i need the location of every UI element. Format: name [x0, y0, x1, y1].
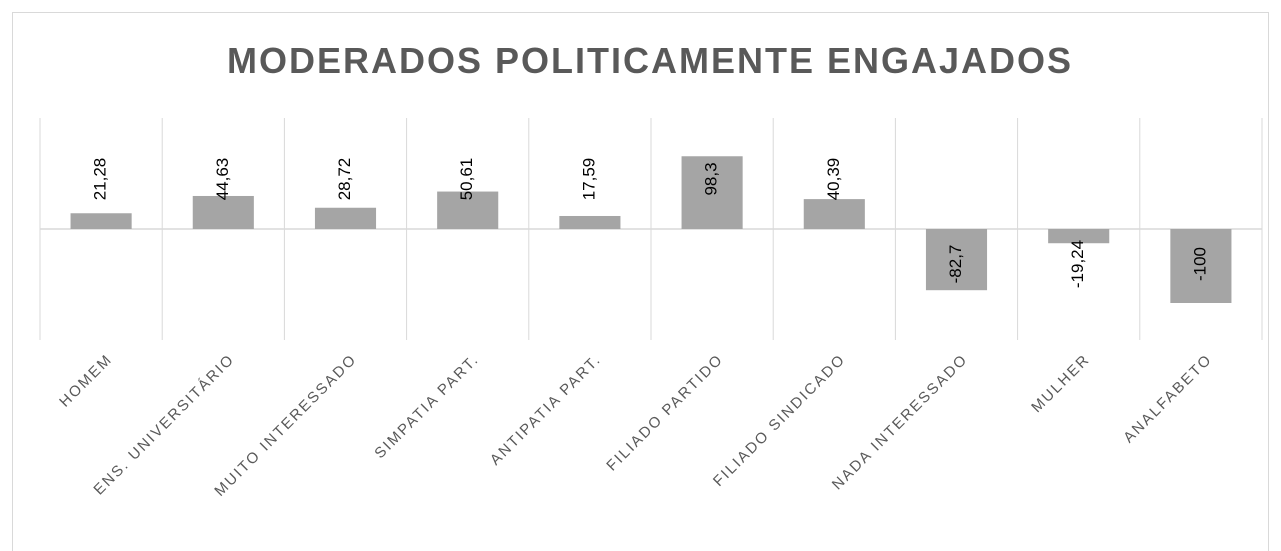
bar [925, 229, 988, 291]
bar [314, 207, 377, 229]
data-label: 98,3 [702, 162, 721, 195]
data-label: 50,61 [457, 158, 476, 201]
bar [437, 191, 499, 229]
data-label: 44,63 [213, 158, 232, 201]
bar [559, 215, 621, 229]
data-label: 17,59 [579, 158, 598, 201]
data-label: 40,39 [824, 158, 843, 201]
data-label: 28,72 [335, 158, 354, 201]
bar [70, 213, 132, 229]
data-label: -82,7 [946, 245, 965, 284]
bar [803, 199, 865, 229]
chart-border [12, 12, 1269, 551]
data-label: -19,24 [1068, 240, 1087, 288]
data-label: -100 [1190, 247, 1209, 281]
bar [681, 156, 743, 229]
chart-title: MODERADOS POLITICAMENTE ENGAJADOS [227, 40, 1073, 81]
bar [192, 195, 254, 229]
data-label: 21,28 [91, 158, 110, 201]
bar [1170, 229, 1232, 303]
bar [1048, 229, 1110, 244]
